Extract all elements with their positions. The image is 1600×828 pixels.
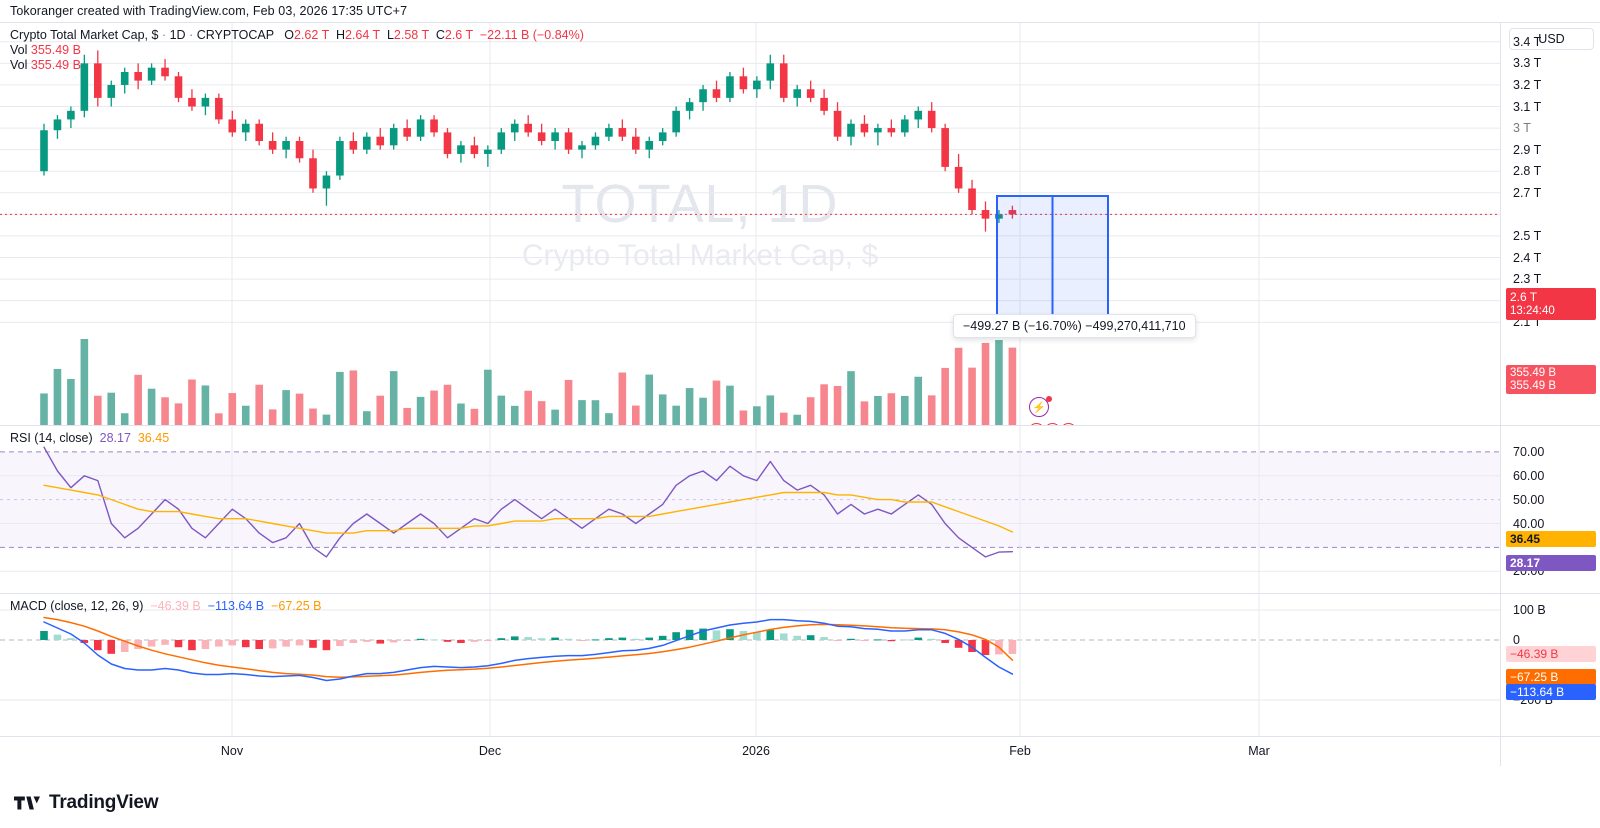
macd-series-canvas — [0, 594, 1500, 736]
ohlc-close-label: C — [435, 28, 445, 42]
attribution-text: Tokoranger created with TradingView.com,… — [10, 4, 408, 18]
macd-hist-legend-value: −46.39 B — [150, 599, 201, 613]
time-axis-label: Mar — [1248, 744, 1270, 758]
price-axis-tick: 2.4 T — [1513, 250, 1542, 265]
currency-pill[interactable]: USD — [1509, 28, 1594, 50]
volume-label: Vol — [10, 58, 28, 72]
rsi-plot-area[interactable] — [0, 426, 1500, 593]
rsi-axis-tick: 60.00 — [1513, 468, 1545, 483]
volume-value: 355.49 B — [30, 43, 81, 57]
volume-label: Vol — [10, 43, 28, 57]
rsi-axis-tick: 50.00 — [1513, 492, 1545, 507]
rsi-legend-value: 28.17 — [99, 431, 131, 445]
ohlc-open-value: 2.62 T — [294, 28, 329, 42]
rsi-axis-tick: 70.00 — [1513, 444, 1545, 459]
volume-value: 355.49 B — [30, 58, 81, 72]
macd-hist-badge: −46.39 B — [1506, 646, 1596, 662]
volume-badge-2: 355.49 B — [1506, 378, 1596, 394]
price-axis-tick: 2.3 T — [1513, 272, 1542, 287]
footer-branding: TradingView — [14, 792, 159, 814]
rsi-value-badge: 28.17 — [1506, 555, 1596, 571]
legend-sep: · — [161, 28, 167, 42]
tradingview-logo-icon — [14, 796, 40, 810]
rsi-axis[interactable]: 70.00 60.00 50.00 40.00 20.00 36.45 28.17 — [1500, 426, 1600, 593]
rsi-ma-legend-value: 36.45 — [137, 431, 170, 445]
symbol-title[interactable]: Crypto Total Market Cap, $ — [10, 28, 159, 42]
macd-signal-badge: −67.25 B — [1506, 669, 1596, 685]
price-axis-tick: 3.3 T — [1513, 56, 1542, 71]
ohlc-high-value: 2.64 T — [344, 28, 380, 42]
time-axis[interactable]: Nov Dec 2026 Feb Mar — [0, 736, 1600, 766]
bar-countdown: 13:24:40 — [1510, 305, 1555, 317]
ohlc-low-label: L — [386, 28, 394, 42]
volume-legend-row-1: Vol 355.49 B — [10, 43, 584, 58]
macd-line-legend-value: −113.64 B — [207, 599, 265, 613]
rsi-axis-tick: 40.00 — [1513, 516, 1545, 531]
ohlc-close-value: 2.6 T — [444, 28, 473, 42]
price-axis-tick: 3.2 T — [1513, 77, 1542, 92]
price-series-canvas — [0, 23, 1500, 425]
rsi-legend: RSI (14, close) 28.17 36.45 — [10, 431, 169, 446]
macd-line-badge: −113.64 B — [1506, 684, 1596, 700]
last-price-value: 2.6 T — [1510, 290, 1538, 304]
legend-sep: · — [189, 28, 194, 42]
time-axis-label: Nov — [220, 744, 244, 758]
rsi-ma-badge: 36.45 — [1506, 531, 1596, 547]
macd-legend-name[interactable]: MACD (close, 12, 26, 9) — [10, 599, 144, 613]
last-price-badge: 2.6 T 13:24:40 — [1506, 288, 1596, 320]
tradingview-wordmark: TradingView — [49, 792, 159, 813]
price-axis[interactable]: USD 3.4 T 3.3 T 3.2 T 3.1 T 3 T 2.9 T 2.8 T 2.7… — [1500, 23, 1600, 425]
time-axis-label: 2026 — [742, 744, 770, 758]
macd-signal-legend-value: −67.25 B — [271, 599, 322, 613]
interval-label[interactable]: 1D — [169, 28, 186, 42]
rsi-legend-name[interactable]: RSI (14, close) — [10, 431, 93, 445]
price-axis-tick: 2.9 T — [1513, 142, 1542, 157]
price-axis-tick: 2.7 T — [1513, 185, 1542, 200]
price-plot-area[interactable]: TOTAL, 1D Crypto Total Market Cap, $ ⚡ 🇺… — [0, 23, 1500, 425]
macd-axis[interactable]: 100 B 0 −200 B −46.39 B −67.25 B −113.64 B — [1500, 594, 1600, 736]
price-change-value: −22.11 B (−0.84%) — [479, 28, 584, 42]
notification-dot-icon — [1046, 396, 1052, 402]
macd-axis-tick: 0 — [1513, 633, 1520, 647]
macd-axis-tick: 100 B — [1513, 603, 1546, 617]
measurement-tool-overlay[interactable] — [0, 23, 1500, 425]
macd-legend: MACD (close, 12, 26, 9) −46.39 B −113.64… — [10, 599, 321, 614]
measurement-tooltip: −499.27 B (−16.70%) −499,270,411,710 — [953, 314, 1196, 338]
ohlc-open-label: O — [284, 28, 294, 42]
volume-legend-row-2: Vol 355.49 B — [10, 58, 584, 73]
price-legend-main-row: Crypto Total Market Cap, $ · 1D · CRYPTO… — [10, 28, 584, 43]
price-axis-tick: 3 T — [1513, 121, 1531, 136]
rsi-series-canvas — [0, 426, 1500, 593]
rsi-pane[interactable]: RSI (14, close) 28.17 36.45 70.00 60.00 50… — [0, 425, 1600, 593]
lightning-icon[interactable]: ⚡ — [1029, 397, 1049, 417]
price-axis-tick: 3.4 T — [1513, 34, 1542, 49]
time-axis-label: Dec — [478, 744, 502, 758]
ohlc-high-label: H — [335, 28, 345, 42]
macd-pane[interactable]: MACD (close, 12, 26, 9) −46.39 B −113.64… — [0, 593, 1600, 736]
exchange-label: CRYPTOCAP — [196, 28, 274, 42]
price-axis-tick: 3.1 T — [1513, 99, 1542, 114]
price-pane[interactable]: TOTAL, 1D Crypto Total Market Cap, $ ⚡ 🇺… — [0, 22, 1600, 425]
price-axis-tick: 2.8 T — [1513, 164, 1542, 179]
volume-badge-1: 355.49 B — [1506, 365, 1596, 381]
macd-plot-area[interactable] — [0, 594, 1500, 736]
time-axis-label: Feb — [1009, 744, 1031, 758]
price-axis-tick: 2.5 T — [1513, 228, 1542, 243]
ohlc-low-value: 2.58 T — [393, 28, 429, 42]
price-legend: Crypto Total Market Cap, $ · 1D · CRYPTO… — [10, 28, 584, 73]
